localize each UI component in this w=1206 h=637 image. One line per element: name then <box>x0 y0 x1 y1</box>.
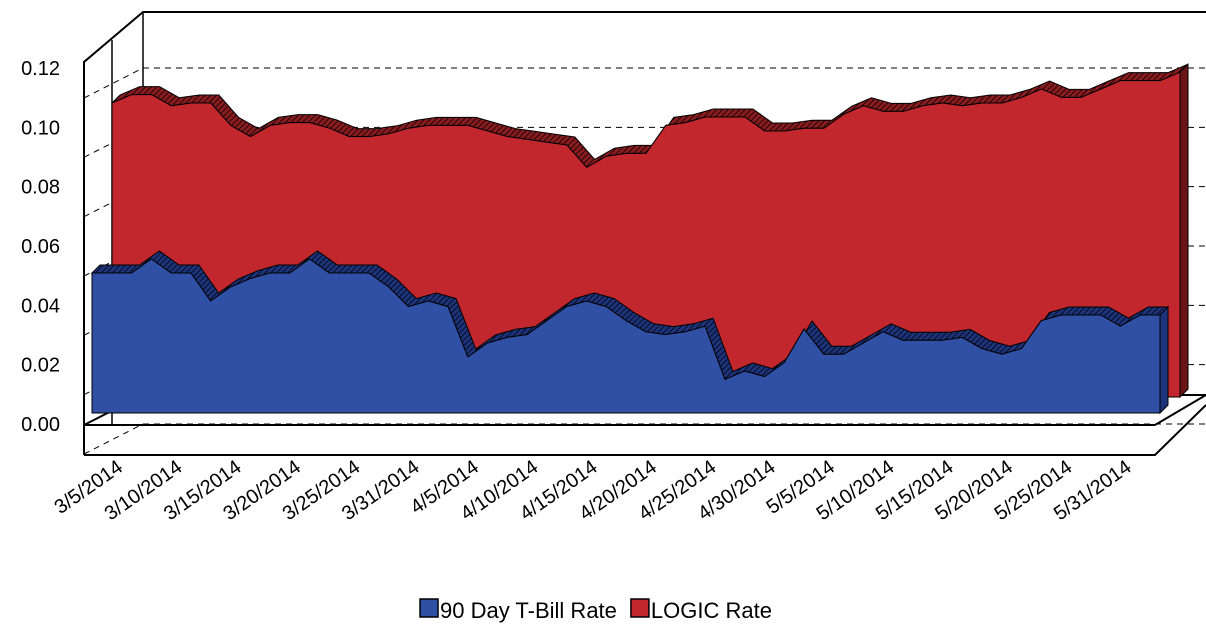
legend-swatch <box>630 598 650 618</box>
floor-edge <box>84 404 1206 456</box>
y-tick-label: 0.04 <box>21 295 60 317</box>
legend: 90 Day T-Bill Rate LOGIC Rate <box>419 598 772 623</box>
plot <box>90 62 1189 415</box>
y-tick-label: 0.00 <box>21 414 60 436</box>
grid-line <box>83 67 144 99</box>
area <box>91 258 1161 414</box>
y-tick-label: 0.02 <box>21 355 60 377</box>
legend-item: 90 Day T-Bill Rate <box>419 598 617 623</box>
y-tick-label: 0.06 <box>21 236 60 258</box>
y-tick-label: 0.08 <box>21 177 60 199</box>
wall-edge <box>83 11 1206 455</box>
floor-edge <box>1154 394 1206 426</box>
area-side <box>1159 305 1169 415</box>
legend-label: 90 Day T-Bill Rate <box>440 598 617 623</box>
area-side <box>1179 62 1189 399</box>
y-tick-label: 0.12 <box>21 58 60 80</box>
grid-line <box>83 423 144 455</box>
legend-label: LOGIC Rate <box>651 598 772 623</box>
legend-swatch <box>419 598 439 618</box>
legend-item: LOGIC Rate <box>630 598 772 623</box>
y-tick-label: 0.10 <box>21 117 60 139</box>
